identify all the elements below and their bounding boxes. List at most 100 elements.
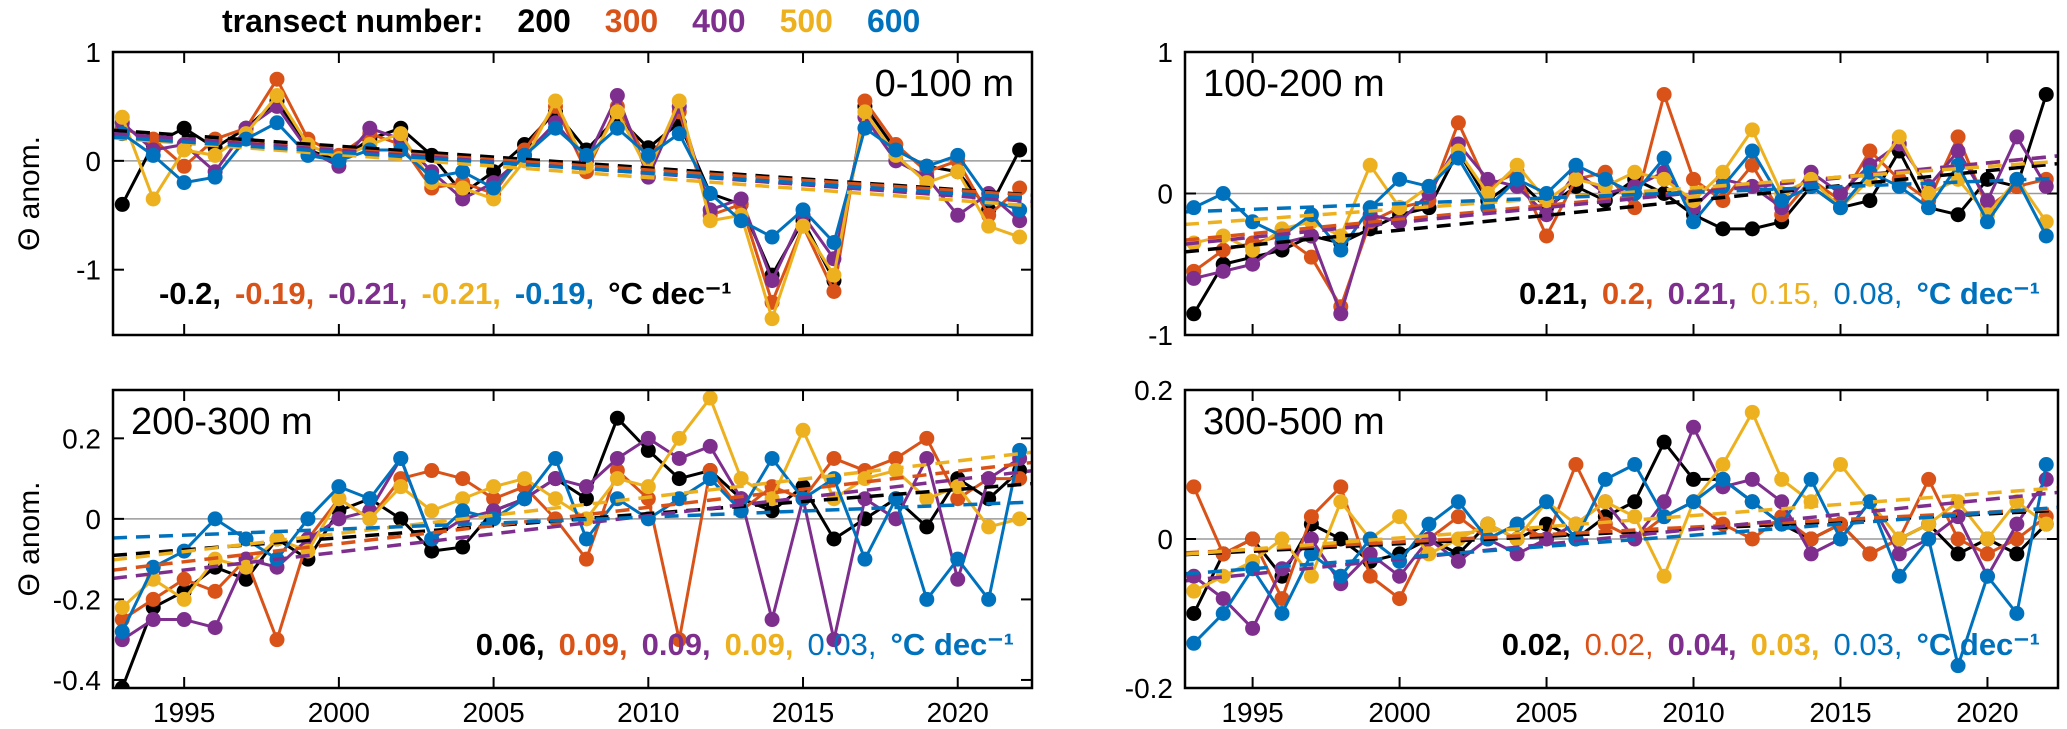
data-point-400 xyxy=(640,430,656,446)
data-point-400 xyxy=(1686,419,1702,435)
data-point-500 xyxy=(2038,516,2054,532)
data-point-500 xyxy=(486,479,502,495)
data-point-500 xyxy=(919,491,935,507)
trend-line-400 xyxy=(1185,490,2058,583)
data-point-200 xyxy=(1686,471,1702,487)
data-point-500 xyxy=(145,191,161,207)
data-point-600 xyxy=(733,213,749,229)
panel-0-100m: 1 0 -1 0-100 m Θ anom. -0.2, -0.19, -0.21, -0.21… xyxy=(13,22,1047,380)
data-point-300 xyxy=(857,93,873,109)
data-point-500 xyxy=(1774,471,1790,487)
data-point-500 xyxy=(1832,457,1848,472)
data-point-500 xyxy=(114,109,130,125)
data-point-600 xyxy=(1450,150,1466,166)
data-point-600 xyxy=(1627,457,1643,472)
data-point-200 xyxy=(2038,86,2054,102)
data-point-400 xyxy=(1744,471,1760,487)
panel-200-300m: 1995 2000 2005 2010 2015 2020 0.2 0 -0.2 -0.4 200-… xyxy=(13,360,1047,729)
trend-line-500 xyxy=(113,450,1032,562)
y-tick-label: 0 xyxy=(1157,524,1173,555)
data-point-400 xyxy=(1803,546,1819,562)
data-point-400 xyxy=(1012,213,1028,229)
data-point-400 xyxy=(1245,620,1261,636)
y-tick-label: -0.2 xyxy=(53,584,101,615)
data-point-500 xyxy=(1012,511,1028,527)
data-point-600 xyxy=(1392,171,1408,187)
data-point-600 xyxy=(1362,200,1378,216)
y-tick-label: 1 xyxy=(85,37,101,68)
data-point-600 xyxy=(547,120,563,136)
chart-svg: 1995 2000 2005 2010 2015 2020 0.2 0 -0.2 300-500 … xyxy=(1125,375,2060,728)
trend-line-500 xyxy=(1185,486,2058,556)
data-point-600 xyxy=(795,202,811,218)
data-point-400 xyxy=(609,450,625,466)
data-point-500 xyxy=(547,93,563,109)
data-point-500 xyxy=(1450,531,1466,547)
data-point-500 xyxy=(826,267,842,283)
panel-300-500m: 1995 2000 2005 2010 2015 2020 0.2 0 -0.2 300-500 … xyxy=(1085,360,2067,729)
data-point-300 xyxy=(486,491,502,507)
legend-item-500: 500 xyxy=(779,3,833,39)
data-point-600 xyxy=(424,531,440,547)
x-tick-label: 2005 xyxy=(462,697,524,728)
data-point-600 xyxy=(486,180,502,196)
data-point-500 xyxy=(517,471,533,487)
data-point-500 xyxy=(702,390,718,406)
trend-line-300 xyxy=(113,460,1032,572)
data-point-600 xyxy=(1803,471,1819,487)
data-point-300 xyxy=(1715,193,1731,209)
chart-svg: 1995 2000 2005 2010 2015 2020 0.2 0 -0.2 -0.4 200-… xyxy=(13,388,1034,728)
data-point-600 xyxy=(238,131,254,147)
data-point-600 xyxy=(1715,471,1731,487)
y-tick-label: 0.2 xyxy=(1134,375,1173,406)
trend-line-400 xyxy=(113,469,1032,581)
data-point-600 xyxy=(517,491,533,507)
data-point-600 xyxy=(238,531,254,547)
x-tick-label: 2015 xyxy=(772,697,834,728)
data-point-500 xyxy=(1480,516,1496,532)
data-point-600 xyxy=(1921,531,1937,547)
legend-item-400: 400 xyxy=(692,3,746,39)
data-point-500 xyxy=(950,164,966,180)
data-point-600 xyxy=(331,479,347,495)
data-point-600 xyxy=(764,229,780,245)
data-point-400 xyxy=(919,450,935,466)
data-point-300 xyxy=(1362,568,1378,584)
data-point-500 xyxy=(609,104,625,120)
data-point-200 xyxy=(671,471,687,487)
trend-line-200 xyxy=(113,481,1032,558)
data-point-600 xyxy=(1539,494,1555,510)
x-tick-label: 2020 xyxy=(1956,697,2018,728)
data-point-600 xyxy=(1774,193,1790,209)
data-point-500 xyxy=(1744,122,1760,138)
trend-annotation: 0.02, 0.02, 0.04, 0.03, 0.03, °C dec⁻¹ xyxy=(1502,627,2040,662)
data-point-300 xyxy=(1245,531,1261,547)
data-point-600 xyxy=(950,551,966,567)
data-point-600 xyxy=(1597,171,1613,187)
data-point-400 xyxy=(764,273,780,289)
data-point-400 xyxy=(1539,207,1555,223)
legend-title: transect number: xyxy=(222,3,484,39)
data-point-400 xyxy=(1245,256,1261,272)
data-point-500 xyxy=(1333,228,1349,244)
data-point-600 xyxy=(1597,471,1613,487)
data-point-600 xyxy=(702,471,718,487)
data-point-600 xyxy=(145,147,161,163)
data-point-400 xyxy=(1979,193,1995,209)
data-point-600 xyxy=(640,147,656,163)
data-point-400 xyxy=(547,471,563,487)
data-point-500 xyxy=(1891,531,1907,547)
data-point-600 xyxy=(1656,150,1672,166)
series-line-300 xyxy=(121,77,1021,304)
data-point-400 xyxy=(331,511,347,527)
data-point-400 xyxy=(1421,531,1437,547)
series-line-400 xyxy=(1193,135,2048,316)
data-point-300 xyxy=(1979,546,1995,562)
data-point-600 xyxy=(269,115,285,131)
data-point-500 xyxy=(393,126,409,142)
data-point-200 xyxy=(640,442,656,458)
data-point-500 xyxy=(795,422,811,438)
data-point-500 xyxy=(1627,164,1643,180)
data-point-300 xyxy=(1656,86,1672,102)
data-point-600 xyxy=(114,624,130,640)
